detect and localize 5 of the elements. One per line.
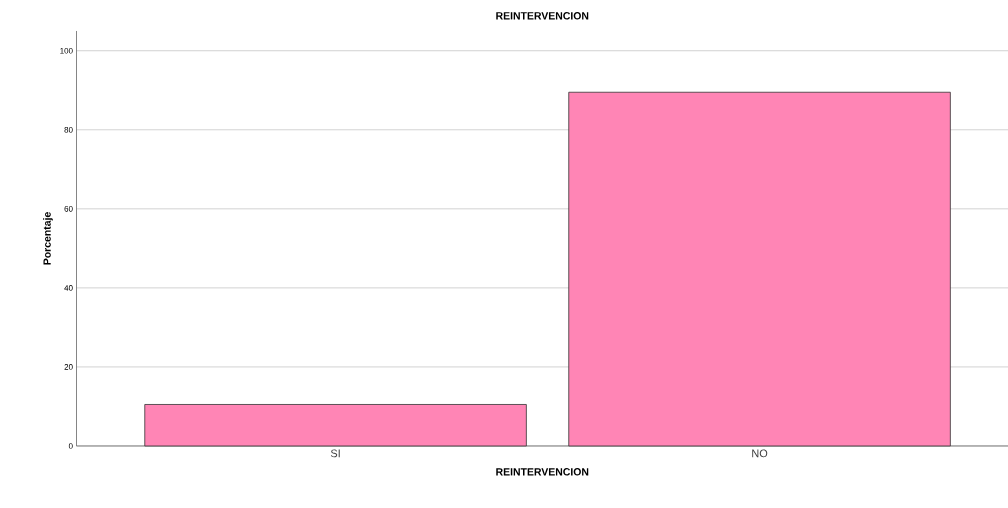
x-tick-label: SI bbox=[330, 449, 340, 458]
x-tick-label: NO bbox=[752, 449, 768, 458]
chart-title: REINTERVENCION bbox=[496, 12, 589, 20]
x-axis-title: REINTERVENCION bbox=[496, 468, 589, 476]
y-axis-title: Porcentaje bbox=[43, 212, 53, 265]
